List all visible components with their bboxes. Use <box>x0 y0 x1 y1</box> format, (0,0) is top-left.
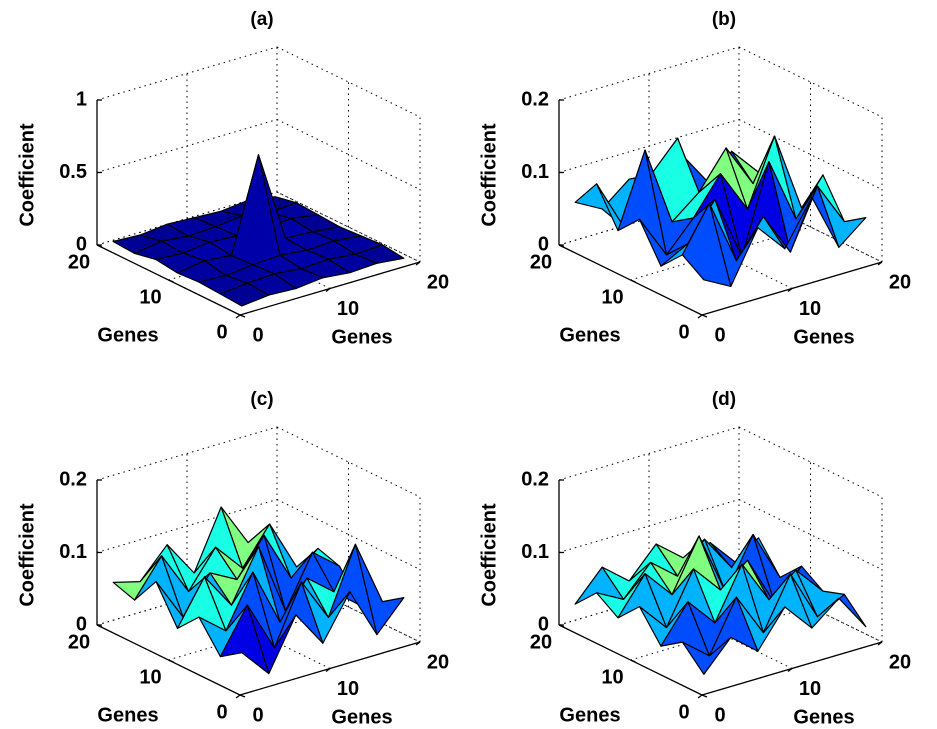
x-axis-label: Genes <box>793 706 854 728</box>
y-tick-label: 0 <box>678 701 689 723</box>
x-tick-label: 20 <box>427 651 449 673</box>
z-tick-label: 0.5 <box>59 161 87 183</box>
x-tick <box>787 287 793 293</box>
x-tick-label: 10 <box>337 298 359 320</box>
x-tick <box>877 641 883 646</box>
z-tick-label: 0 <box>76 233 87 255</box>
x-axis-label: Genes <box>331 706 392 728</box>
x-tick <box>697 314 703 319</box>
y-tick-label: 20 <box>530 631 552 653</box>
x-tick <box>697 694 703 699</box>
y-tick-label: 20 <box>530 251 552 273</box>
y-tick-label: 10 <box>601 666 623 688</box>
grid-line <box>738 191 883 263</box>
z-tick-label: 0.2 <box>59 468 87 490</box>
grid-line <box>96 426 278 481</box>
z-tick-label: 0 <box>538 233 549 255</box>
grid-line <box>276 499 421 570</box>
y-tick <box>701 314 708 318</box>
surface-facet <box>219 604 270 675</box>
grid-line <box>276 571 421 643</box>
z-tick-label: 0 <box>76 613 87 635</box>
y-tick-label: 0 <box>678 321 689 343</box>
z-tick-label: 0.1 <box>59 541 87 563</box>
y-tick-label: 0 <box>216 321 227 343</box>
x-tick-label: 20 <box>889 651 911 673</box>
y-axis-label: Genes <box>559 704 620 726</box>
z-axis-label: Coefficient <box>478 503 500 607</box>
grid-line <box>96 46 278 101</box>
z-tick-label: 1 <box>76 88 87 110</box>
surface-facet <box>219 282 270 307</box>
z-axis-label: Coefficient <box>478 123 500 227</box>
grid-line <box>558 46 740 101</box>
x-tick <box>235 694 241 699</box>
x-axis-label: Genes <box>793 326 854 348</box>
y-tick <box>168 279 174 283</box>
grid-line <box>738 46 883 118</box>
x-tick-label: 10 <box>799 678 821 700</box>
panel-title: (d) <box>712 389 736 410</box>
surface-facet <box>681 636 732 675</box>
grid-line <box>96 191 278 246</box>
grid-line <box>276 119 421 190</box>
z-tick-label: 0.2 <box>521 468 549 490</box>
x-tick-label: 0 <box>714 704 725 726</box>
y-axis-label: Genes <box>97 704 158 726</box>
surface-facet <box>681 202 732 287</box>
y-tick-label: 10 <box>139 666 161 688</box>
x-tick-label: 20 <box>889 271 911 293</box>
x-tick-label: 10 <box>337 678 359 700</box>
panel-title: (a) <box>250 9 273 30</box>
y-tick <box>239 694 246 698</box>
y-tick <box>168 659 174 663</box>
y-tick-label: 0 <box>216 701 227 723</box>
grid-line <box>738 499 883 570</box>
x-tick <box>787 667 793 673</box>
grid-line <box>276 426 421 498</box>
grid-line <box>276 191 421 263</box>
grid-line <box>738 119 883 190</box>
y-tick-label: 10 <box>601 286 623 308</box>
panel-title: (c) <box>250 389 273 410</box>
grid-line <box>558 426 740 481</box>
x-tick <box>325 667 331 673</box>
panel-title: (b) <box>712 9 736 30</box>
x-tick <box>877 261 883 266</box>
z-axis-label: Coefficient <box>16 123 38 227</box>
y-tick <box>701 694 708 698</box>
grid-line <box>738 426 883 498</box>
y-tick-label: 20 <box>68 631 90 653</box>
grid-line <box>738 571 883 643</box>
x-tick-label: 0 <box>714 324 725 346</box>
z-tick-label: 0 <box>538 613 549 635</box>
y-axis-label: Genes <box>559 324 620 346</box>
x-tick-label: 20 <box>427 271 449 293</box>
x-tick-label: 10 <box>799 298 821 320</box>
y-tick-label: 10 <box>139 286 161 308</box>
y-tick <box>630 279 636 283</box>
x-tick <box>415 261 421 266</box>
y-axis-label: Genes <box>97 324 158 346</box>
x-tick <box>325 287 331 293</box>
x-tick-label: 0 <box>252 704 263 726</box>
x-tick <box>235 314 241 319</box>
y-tick <box>630 659 636 663</box>
z-tick-label: 0.2 <box>521 88 549 110</box>
x-axis-label: Genes <box>331 326 392 348</box>
x-tick <box>415 641 421 646</box>
z-tick-label: 0.1 <box>521 541 549 563</box>
y-tick <box>239 314 246 318</box>
x-tick-label: 0 <box>252 324 263 346</box>
grid-line <box>276 191 421 263</box>
grid-line <box>276 46 421 118</box>
z-tick-label: 0.1 <box>521 161 549 183</box>
z-axis-label: Coefficient <box>16 503 38 607</box>
y-tick-label: 20 <box>68 251 90 273</box>
